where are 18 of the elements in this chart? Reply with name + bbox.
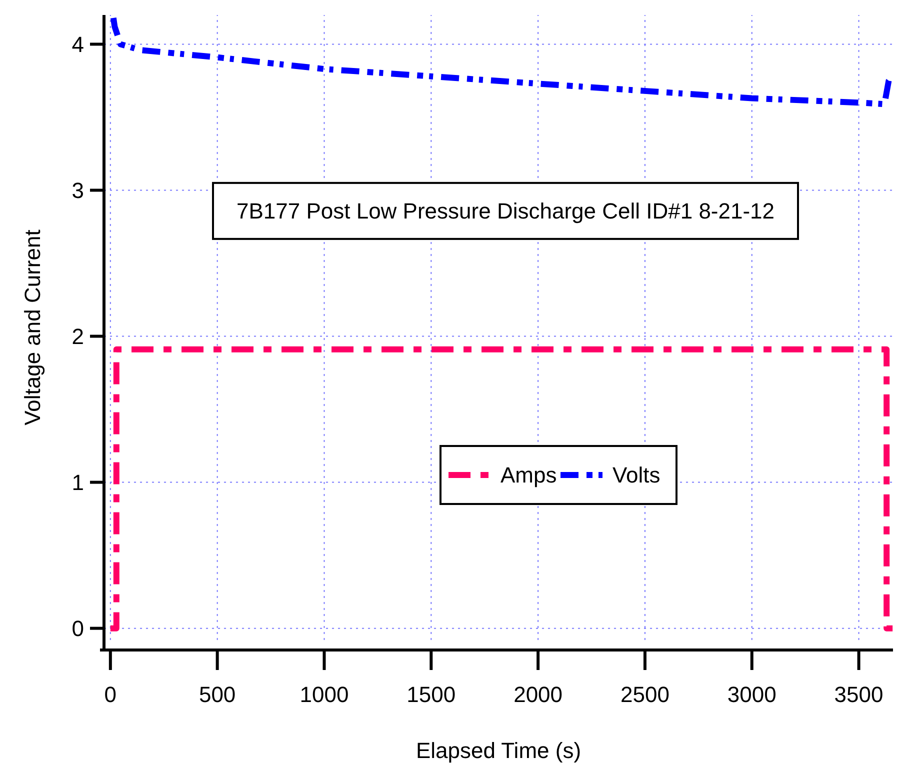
x-tick-label: 2500 bbox=[620, 682, 670, 707]
y-tick-label: 4 bbox=[72, 32, 84, 57]
x-tick-label: 3500 bbox=[834, 682, 884, 707]
x-tick-label: 3000 bbox=[727, 682, 776, 707]
x-tick-label: 1500 bbox=[406, 682, 456, 707]
y-tick-label: 0 bbox=[72, 616, 84, 642]
x-axis-title: Elapsed Time (s) bbox=[416, 738, 582, 763]
x-tick-label: 1000 bbox=[300, 682, 349, 707]
x-tick-label: 0 bbox=[104, 682, 117, 707]
legend-label: Volts bbox=[612, 462, 660, 488]
x-tick-label: 500 bbox=[198, 682, 236, 707]
y-tick-label: 3 bbox=[72, 178, 84, 203]
y-tick-label: 2 bbox=[72, 324, 84, 349]
text: 7B177 Post Low Pressure Discharge Cell ID#1 8-21-12 bbox=[236, 198, 775, 224]
legend-label: Amps bbox=[500, 462, 557, 488]
x-tick-label: 2000 bbox=[514, 682, 563, 707]
y-axis-title: Voltage and Current bbox=[20, 230, 45, 426]
y-tick-label: 1 bbox=[72, 470, 84, 495]
